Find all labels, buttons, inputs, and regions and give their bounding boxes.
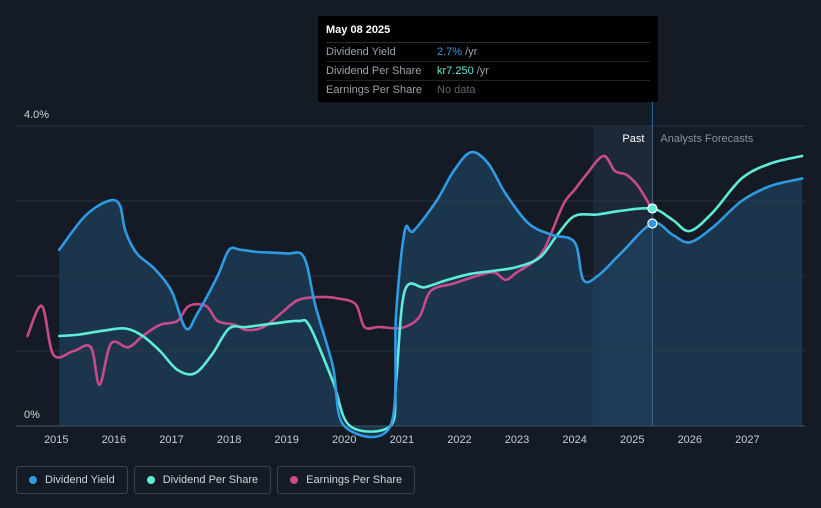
legend-dot-icon [146, 476, 155, 484]
x-tick-label: 2018 [217, 434, 241, 446]
legend-label: Dividend Yield [45, 474, 115, 486]
x-tick-label: 2025 [620, 434, 644, 446]
x-tick-label: 2021 [390, 434, 414, 446]
tooltip-label: Dividend Per Share [326, 65, 422, 77]
tooltip-value: kr7.250 [437, 65, 474, 77]
y-tick-label: 4.0% [24, 109, 49, 121]
y-tick-label: 0% [24, 409, 40, 421]
legend-dot-icon [29, 476, 37, 484]
tooltip: May 08 2025 Dividend Yield 2.7% /yr Divi… [318, 16, 658, 102]
tooltip-value: 2.7% [437, 46, 463, 58]
legend-item-dividend-yield[interactable]: Dividend Yield [16, 466, 128, 494]
dividend-yield-area [59, 152, 803, 438]
x-tick-label: 2020 [332, 434, 356, 446]
x-tick-label: 2023 [505, 434, 529, 446]
legend-item-earnings-per-share[interactable]: Earnings Per Share [277, 466, 416, 494]
legend-item-dividend-per-share[interactable]: Dividend Per Share [133, 466, 272, 494]
x-tick-label: 2026 [678, 434, 702, 446]
tooltip-label: Dividend Yield [326, 46, 396, 58]
dividend-per-share-marker [647, 203, 658, 214]
legend-label: Earnings Per Share [306, 474, 403, 486]
legend: Dividend Yield Dividend Per Share Earnin… [16, 466, 416, 494]
tooltip-unit: /yr [465, 46, 478, 58]
tooltip-row-dividend-yield: Dividend Yield 2.7% /yr [326, 43, 650, 62]
x-tick-label: 2017 [159, 434, 183, 446]
dividend-yield-line [57, 150, 804, 439]
tooltip-unit: /yr [476, 65, 489, 77]
past-label: Past [622, 133, 644, 145]
x-tick-label: 2027 [735, 434, 759, 446]
x-tick-label: 2019 [274, 434, 298, 446]
x-tick-label: 2015 [44, 434, 68, 446]
x-tick-label: 2024 [562, 434, 586, 446]
legend-label: Dividend Per Share [162, 474, 259, 486]
earnings-per-share-line [26, 154, 651, 387]
x-tick-label: 2022 [447, 434, 471, 446]
tooltip-row-earnings-per-share: Earnings Per Share No data [326, 81, 650, 99]
x-tick-label: 2016 [102, 434, 126, 446]
tooltip-row-dividend-per-share: Dividend Per Share kr7.250 /yr [326, 62, 650, 81]
legend-dot-icon [290, 476, 299, 484]
dividend-yield-marker [647, 218, 658, 229]
tooltip-label: Earnings Per Share [326, 84, 422, 96]
tooltip-date: May 08 2025 [326, 24, 650, 43]
forecast-label: Analysts Forecasts [660, 133, 753, 145]
tooltip-value: No data [437, 84, 476, 96]
